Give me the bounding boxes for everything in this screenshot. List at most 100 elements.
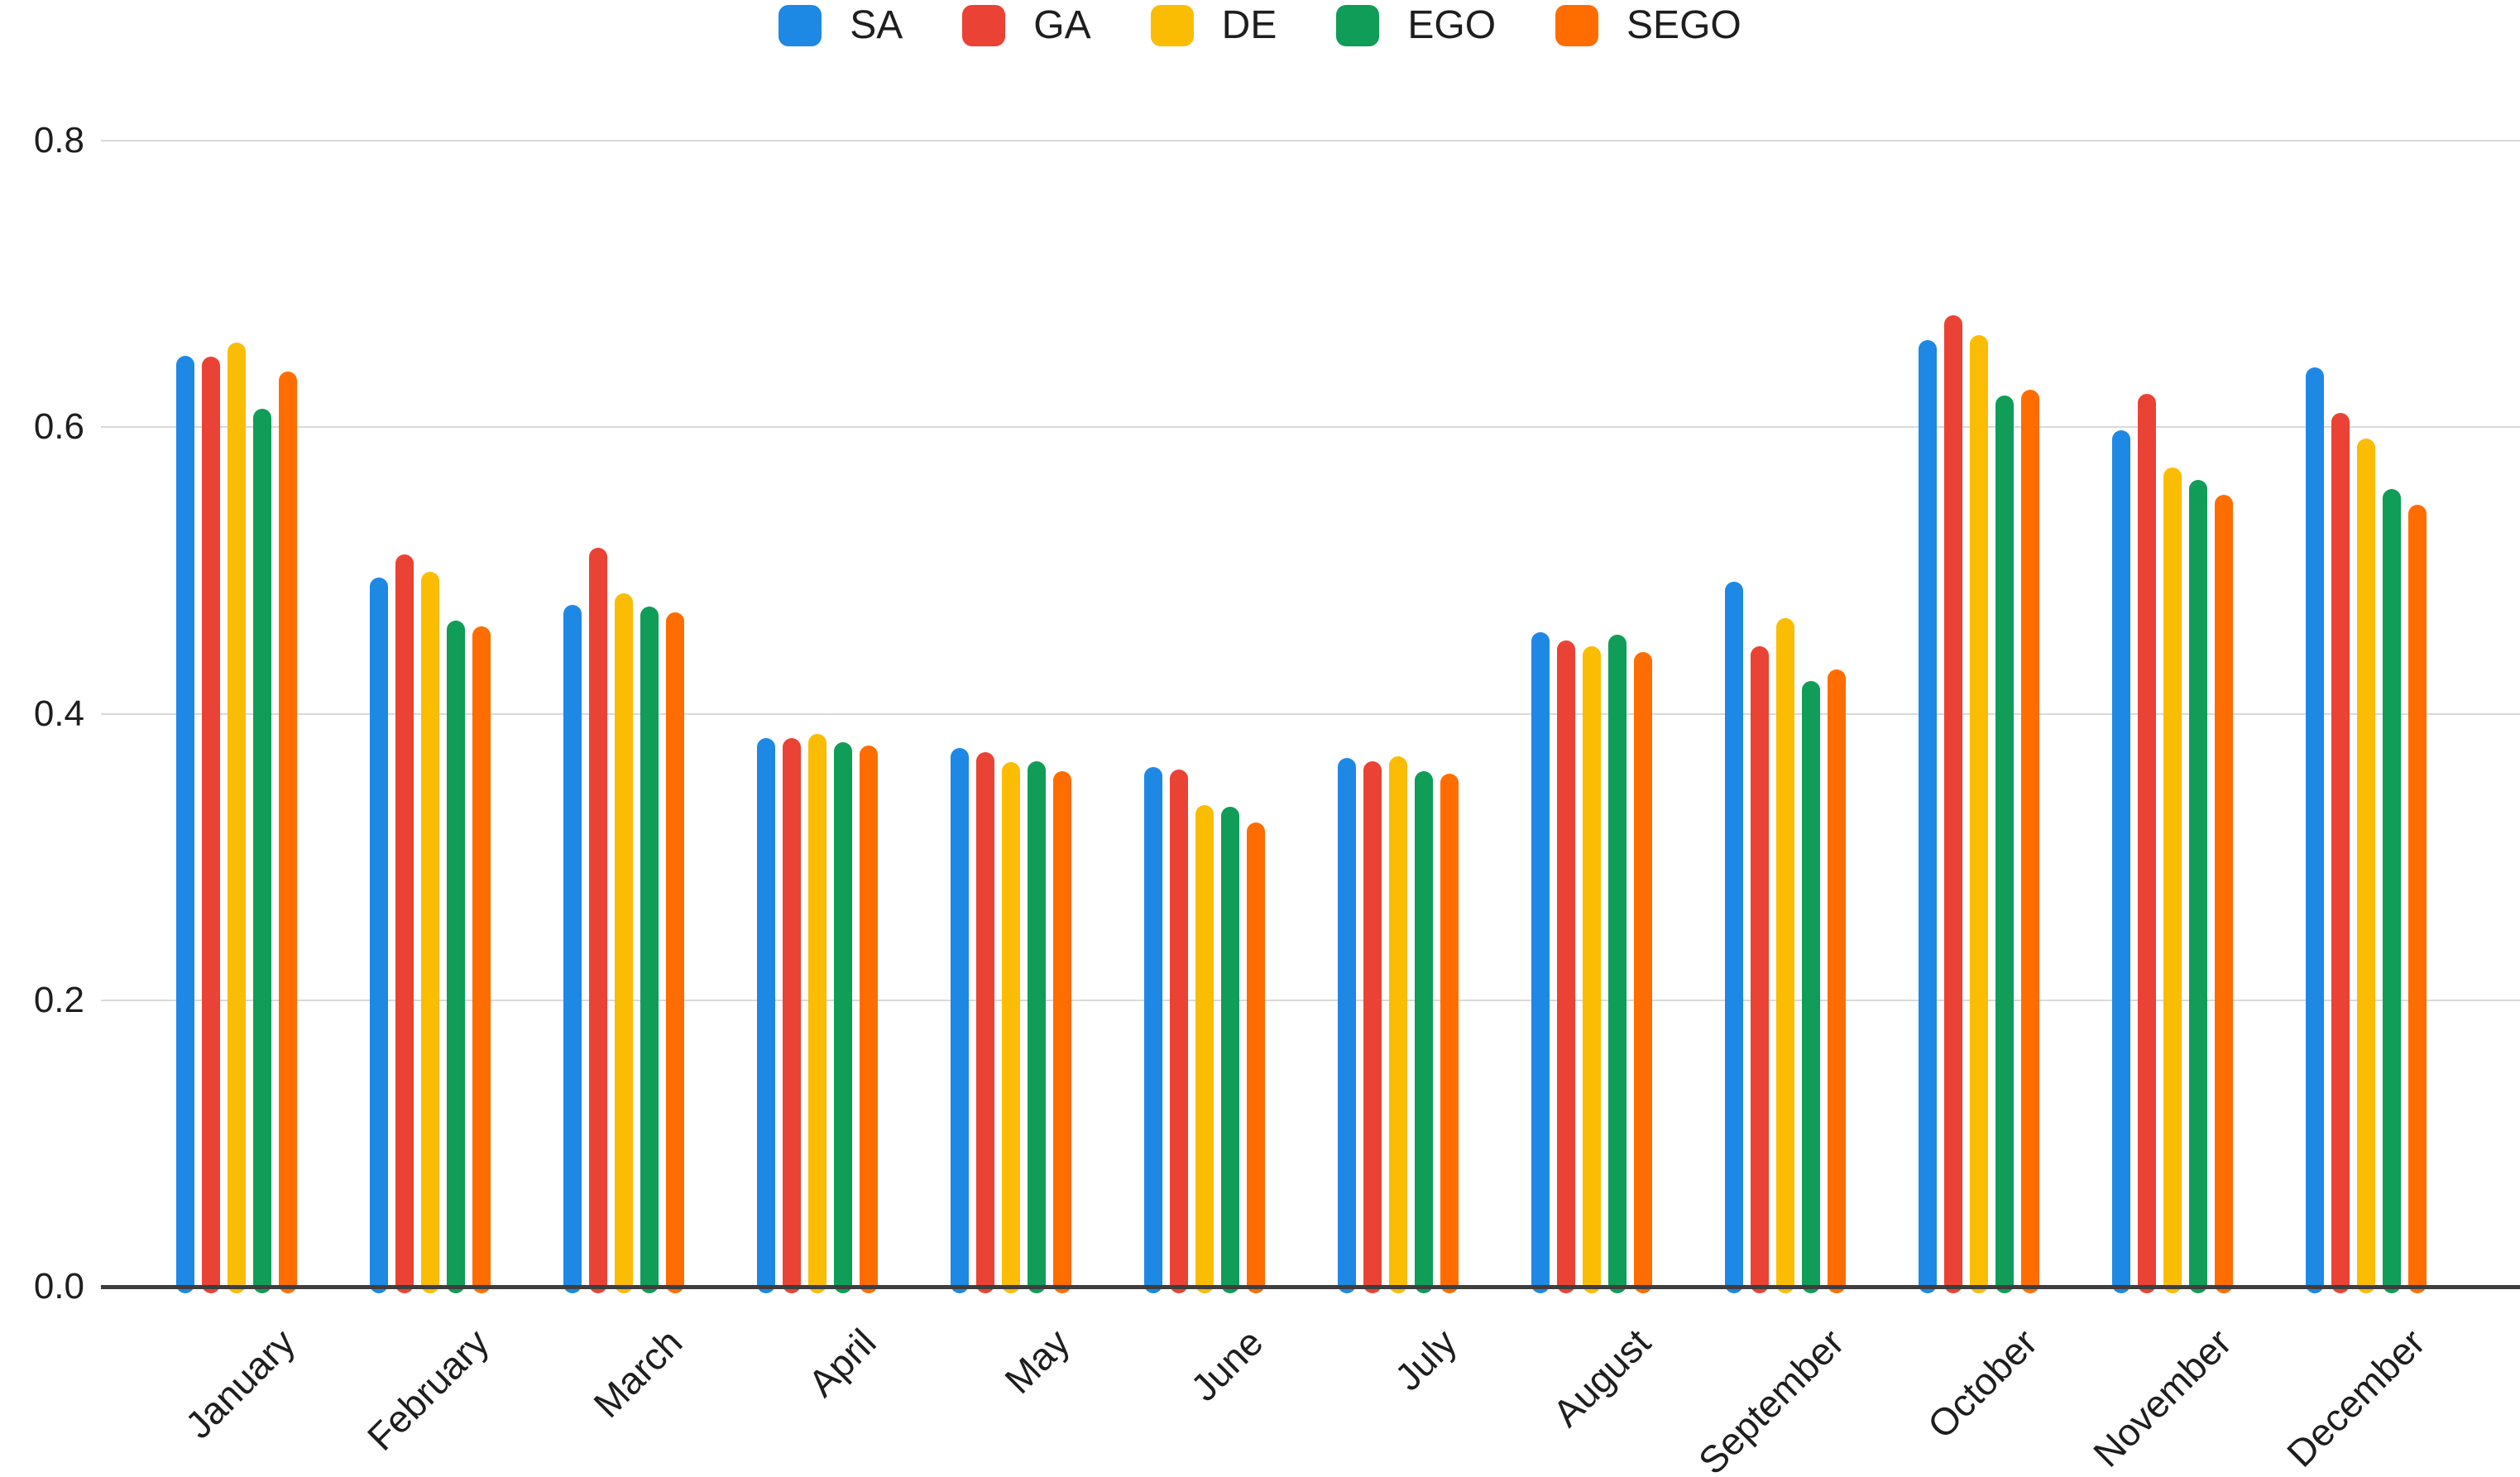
bar (808, 733, 826, 1293)
bar (860, 745, 878, 1293)
bar (1634, 652, 1652, 1293)
x-axis-tick-label: August (1544, 1320, 1659, 1435)
bar (1247, 822, 1265, 1293)
bar-group-july (1301, 141, 1495, 1293)
bar (2306, 367, 2324, 1293)
bar (1221, 807, 1239, 1293)
legend-swatch-icon (962, 5, 1006, 46)
bar (1195, 805, 1214, 1293)
bar (1053, 770, 1071, 1293)
bar-group-february (333, 141, 527, 1293)
bar (1608, 635, 1627, 1293)
bar (1828, 669, 1846, 1293)
x-label-slot: June (1108, 1314, 1301, 1477)
bar (1002, 762, 1020, 1293)
bar (757, 737, 775, 1293)
bar (176, 355, 194, 1293)
x-axis-tick-label: July (1387, 1320, 1465, 1399)
x-label-slot: May (914, 1314, 1108, 1477)
legend-item-sa: SA (779, 5, 903, 46)
chart-legend: SA GA DE EGO SEGO (0, 5, 2520, 46)
x-label-slot: September (1689, 1314, 1882, 1477)
bar (589, 547, 607, 1293)
bar (1440, 774, 1459, 1293)
x-axis-tick-label: February (358, 1320, 497, 1459)
x-label-slot: July (1301, 1314, 1495, 1477)
y-axis-tick-label: 0.8 (33, 120, 84, 161)
x-axis-tick-label: March (585, 1320, 691, 1427)
bar (202, 357, 220, 1293)
bar (951, 748, 969, 1293)
bar (2021, 390, 2039, 1293)
x-label-slot: October (1882, 1314, 2076, 1477)
bar (783, 737, 801, 1293)
bar-group-december (2269, 141, 2463, 1293)
bar-group-april (721, 141, 914, 1293)
x-axis-labels: January February March April May June July Augu… (140, 1314, 2463, 1477)
x-axis-tick-label: September (1689, 1320, 1852, 1477)
gridline (101, 140, 2520, 141)
y-axis-tick-label: 0.2 (33, 979, 84, 1020)
legend-label: EGO (1407, 3, 1497, 47)
gridline (101, 426, 2520, 429)
legend-swatch-icon (1336, 5, 1380, 46)
bar (2112, 429, 2130, 1293)
bar (2215, 494, 2233, 1293)
bar (1415, 770, 1433, 1293)
bar (1389, 756, 1407, 1293)
bar-group-august (1495, 141, 1689, 1293)
bar (1802, 680, 1820, 1293)
bar (395, 554, 414, 1293)
bar (1028, 760, 1046, 1293)
bar (472, 626, 491, 1293)
x-label-slot: December (2269, 1314, 2463, 1477)
legend-item-de: DE (1150, 5, 1277, 46)
bar (228, 343, 246, 1293)
x-label-slot: February (333, 1314, 527, 1477)
bar (1725, 582, 1743, 1293)
bar (615, 593, 633, 1293)
legend-swatch-icon (779, 5, 822, 46)
bar (2138, 394, 2156, 1293)
legend-item-ego: EGO (1336, 5, 1496, 46)
bar-group-june (1108, 141, 1301, 1293)
y-axis-tick-label: 0.4 (33, 693, 84, 734)
gridline (101, 712, 2520, 715)
bar (1363, 760, 1382, 1293)
bar (370, 578, 388, 1293)
bar (2383, 488, 2401, 1293)
x-axis-tick-label: October (1919, 1320, 2046, 1447)
bar (279, 371, 297, 1293)
x-label-slot: April (721, 1314, 914, 1477)
bar (1751, 646, 1769, 1293)
bar (421, 572, 439, 1293)
bar (1557, 640, 1575, 1293)
legend-item-sego: SEGO (1555, 5, 1741, 46)
bar (1776, 617, 1794, 1293)
bar (1970, 335, 1988, 1293)
bar (2357, 439, 2375, 1293)
bar (1170, 770, 1188, 1293)
bar (1919, 339, 1937, 1293)
bar (563, 604, 582, 1293)
x-axis-tick-label: April (799, 1320, 884, 1405)
bar (1144, 766, 1162, 1293)
x-label-slot: November (2076, 1314, 2269, 1477)
y-axis-tick-label: 0.0 (33, 1266, 84, 1307)
bar-group-september (1689, 141, 1882, 1293)
bar (2408, 504, 2427, 1293)
x-label-slot: January (140, 1314, 333, 1477)
bar (1338, 758, 1356, 1293)
legend-label: SA (850, 3, 903, 47)
legend-item-ga: GA (962, 5, 1091, 46)
bar-group-march (527, 141, 721, 1293)
bar-group-november (2076, 141, 2269, 1293)
y-axis-tick-label: 0.6 (33, 406, 84, 448)
bar-group-october (1882, 141, 2076, 1293)
bar (640, 606, 659, 1293)
x-axis-tick-label: January (177, 1320, 304, 1447)
bar (2189, 480, 2207, 1293)
bar (1944, 315, 1962, 1293)
